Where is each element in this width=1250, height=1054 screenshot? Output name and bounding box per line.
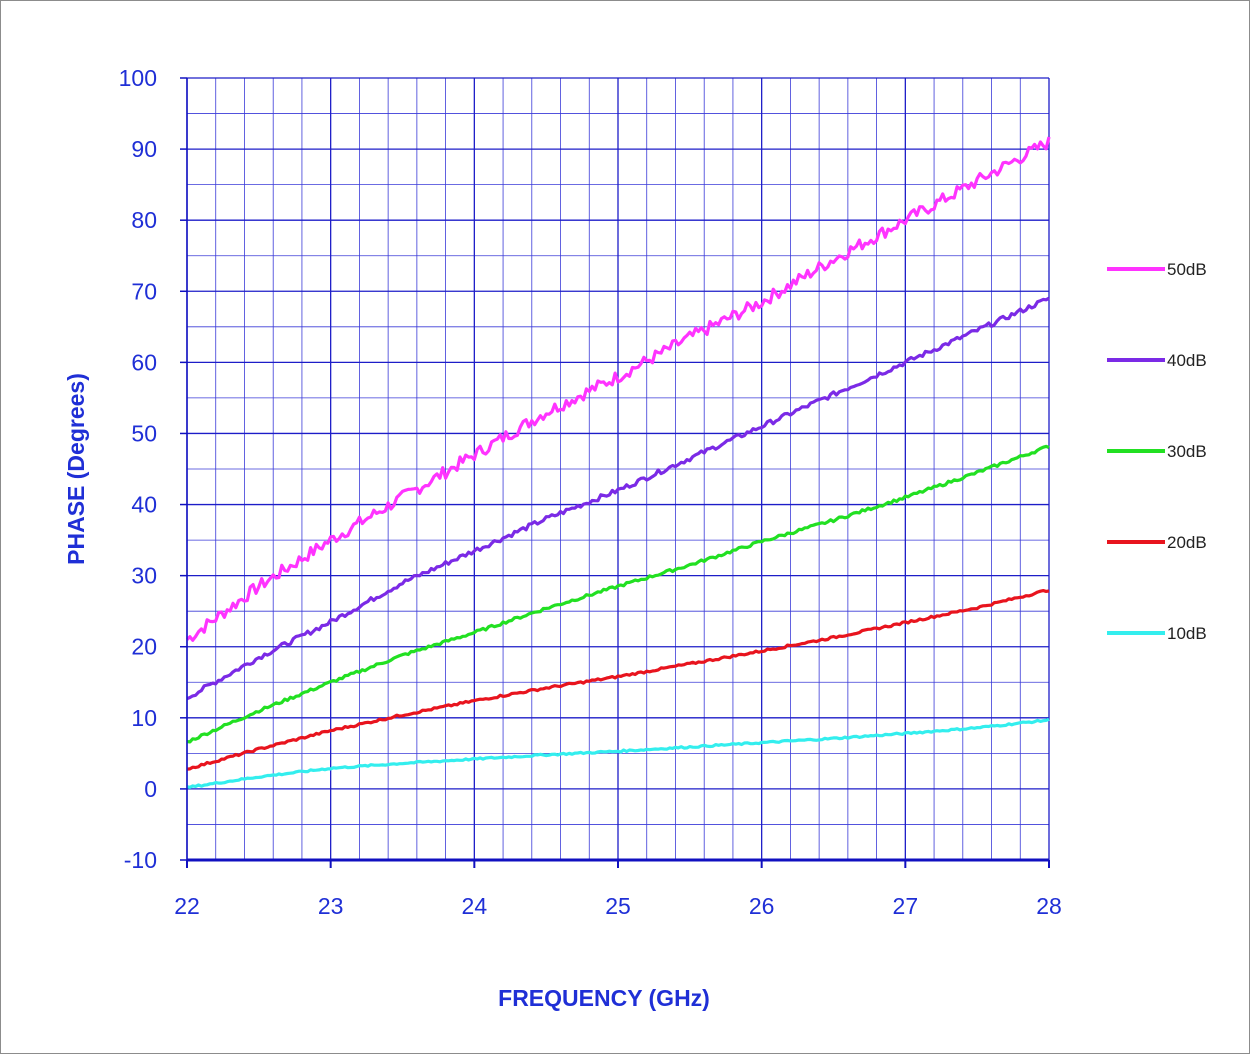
x-tick-label: 22: [174, 893, 200, 919]
y-tick-label: 20: [131, 634, 157, 660]
series-line-50dB: [185, 136, 1051, 642]
series-line-10dB: [186, 717, 1050, 789]
legend-label-40dB: 40dB: [1167, 351, 1207, 370]
x-tick-label: 24: [462, 893, 488, 919]
series-line-40dB: [186, 296, 1050, 701]
series-line-30dB: [186, 444, 1050, 744]
major-grid: [186, 77, 1050, 861]
legend-label-10dB: 10dB: [1167, 624, 1207, 643]
y-tick-label: 60: [131, 349, 157, 375]
y-tick-label: 30: [131, 563, 157, 589]
x-tick-label: 26: [749, 893, 775, 919]
y-tick-label: 0: [144, 776, 157, 802]
y-tick-label: 90: [131, 136, 157, 162]
legend-label-50dB: 50dB: [1167, 260, 1207, 279]
axes: [180, 77, 1050, 868]
x-tick-label: 23: [318, 893, 344, 919]
series-layer: [185, 136, 1051, 789]
tick-labels: 22 23 24 25 26 27 28 -10 0 10 20 30 40 50 60 70 80 90 100: [119, 65, 1062, 919]
legend: 50dB 40dB 30dB 20dB 10dB: [1107, 260, 1207, 643]
y-tick-label: 50: [131, 420, 157, 446]
x-tick-label: 27: [893, 893, 919, 919]
x-tick-label: 25: [605, 893, 631, 919]
y-tick-label: -10: [124, 847, 157, 873]
legend-label-30dB: 30dB: [1167, 442, 1207, 461]
y-tick-label: 70: [131, 278, 157, 304]
x-axis-title: FREQUENCY (GHz): [498, 985, 710, 1011]
y-tick-label: 80: [131, 207, 157, 233]
y-tick-label: 10: [131, 705, 157, 731]
x-tick-label: 28: [1036, 893, 1062, 919]
legend-label-20dB: 20dB: [1167, 533, 1207, 552]
y-axis-title: PHASE (Degrees): [63, 373, 89, 565]
series-line-20dB: [186, 588, 1050, 771]
y-tick-label: 100: [119, 65, 157, 91]
y-tick-label: 40: [131, 492, 157, 518]
